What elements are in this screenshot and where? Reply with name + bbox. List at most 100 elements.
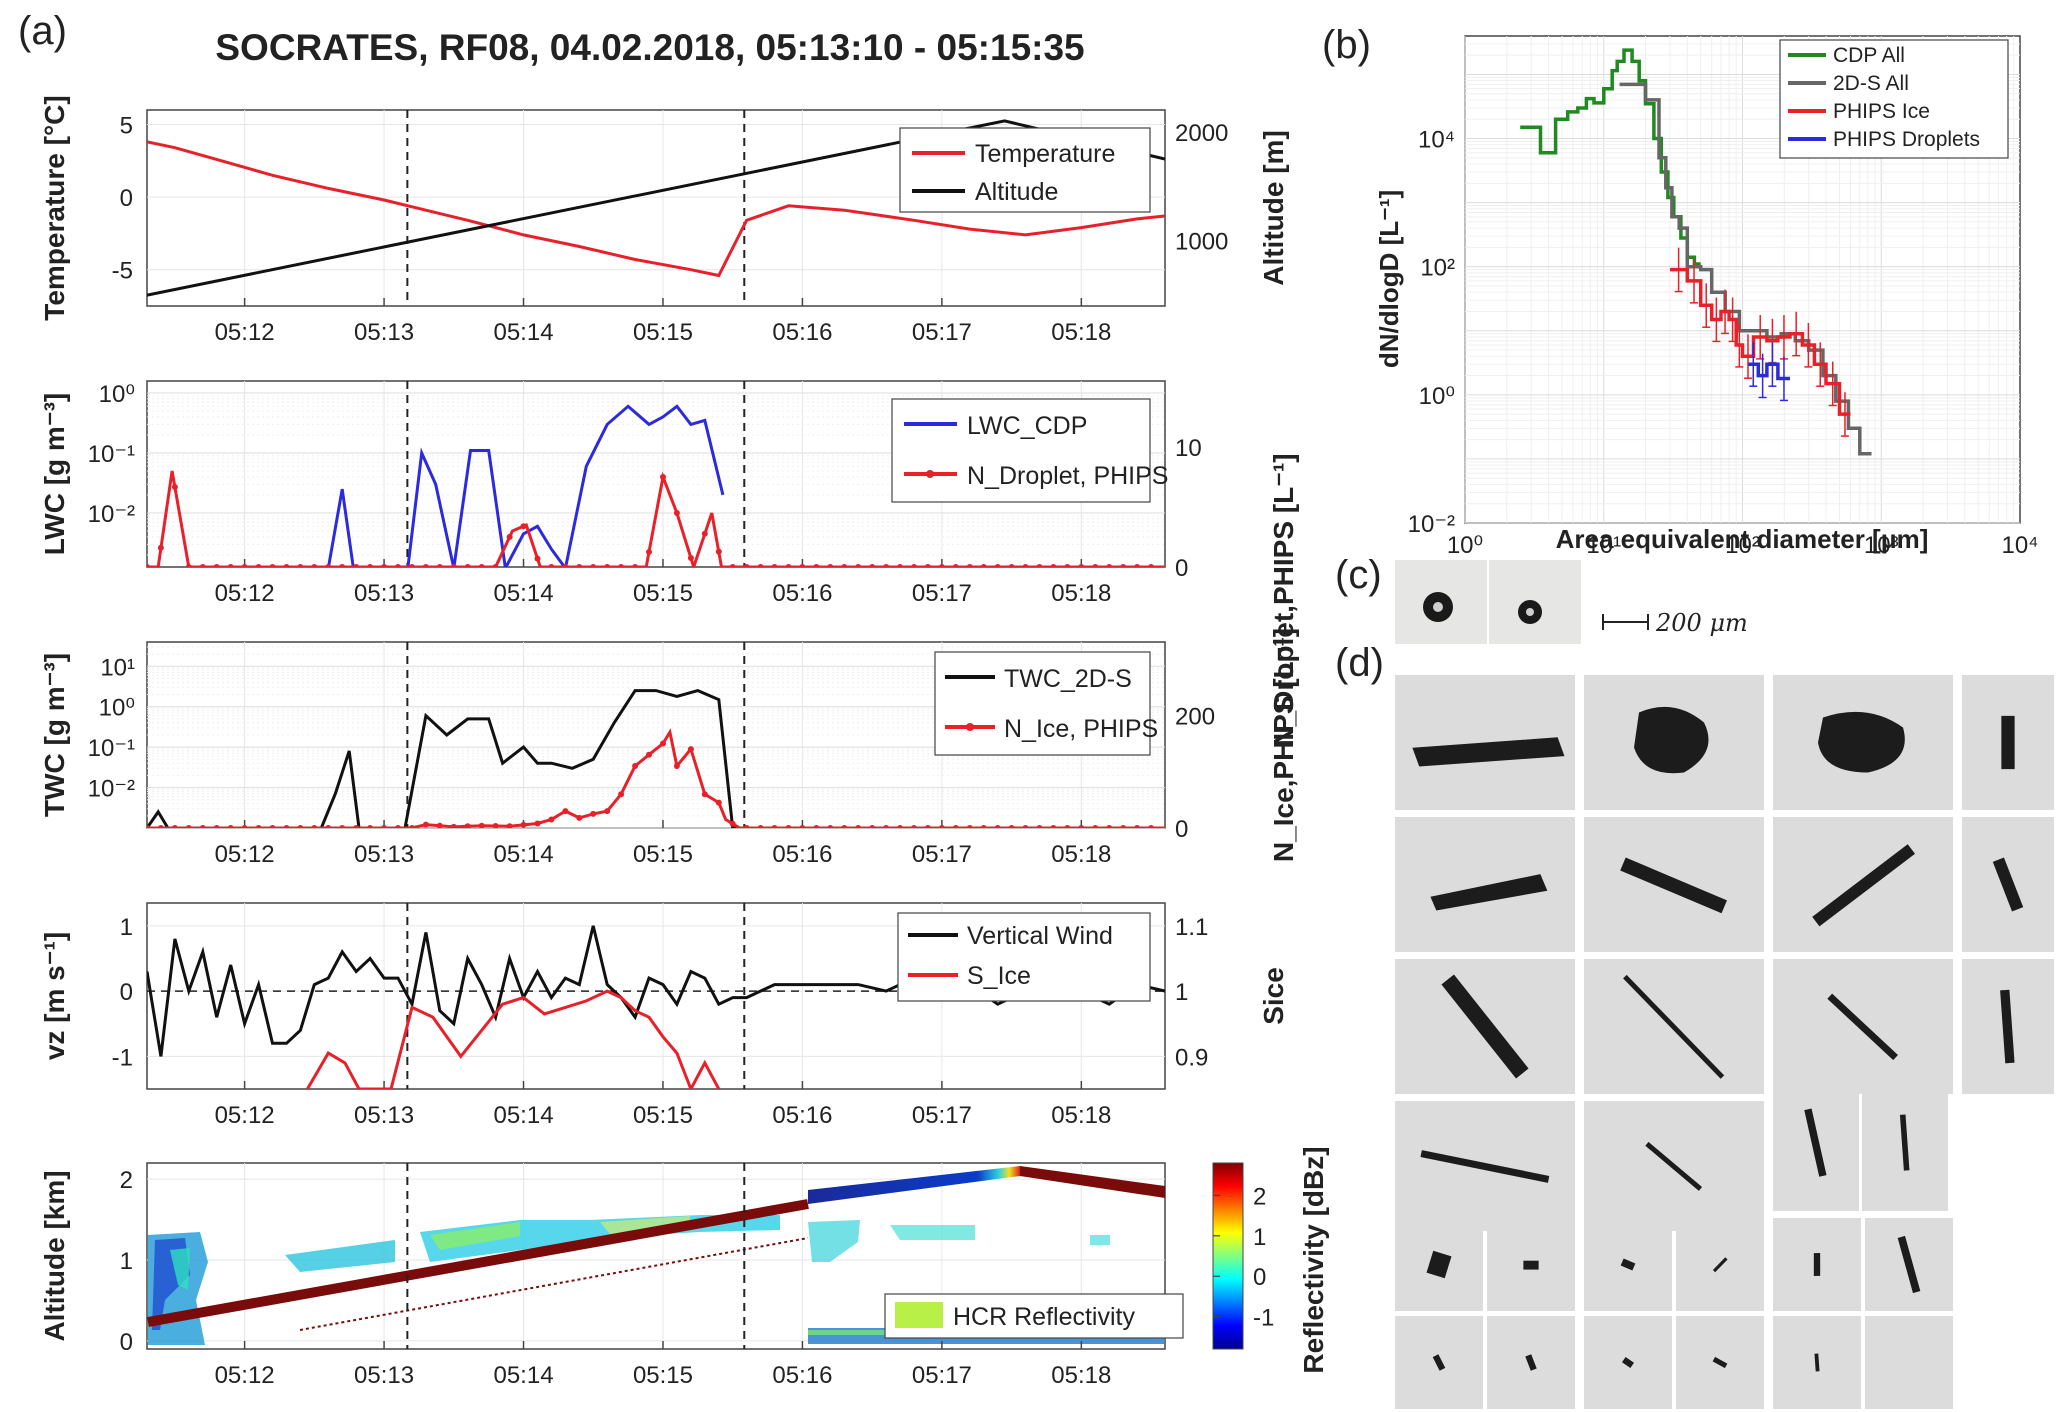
sice-y-label: Sice xyxy=(1258,967,1289,1025)
aircraft-track-shadow xyxy=(299,1237,809,1331)
x-tick-label: 05:15 xyxy=(633,1362,693,1389)
y-right-tick-label: 10 xyxy=(1175,435,1202,462)
series-marker xyxy=(869,564,876,567)
x-tick-label: 05:17 xyxy=(912,1102,972,1129)
y-right-tick-label: 1.1 xyxy=(1175,914,1208,941)
2ds-legend-label: 2D-S All xyxy=(1833,72,1909,95)
series-marker xyxy=(171,825,178,828)
x-tick-label: 05:12 xyxy=(215,319,275,346)
x-tick-label: 05:12 xyxy=(215,841,275,868)
vertical-wind-legend-box xyxy=(897,912,1151,1002)
series-marker xyxy=(147,825,150,828)
x-tick-label: 05:16 xyxy=(772,1362,832,1389)
ice-crystal-shape xyxy=(1812,844,1916,927)
series-line xyxy=(326,404,725,567)
y-tick-label: 10⁰ xyxy=(99,381,135,408)
series-marker xyxy=(436,564,443,567)
ice-crystal-shape xyxy=(1712,1257,1728,1273)
series-marker xyxy=(869,825,876,828)
ice-crystal-shape xyxy=(1426,1250,1452,1279)
series-marker xyxy=(1064,825,1071,828)
series-marker xyxy=(924,825,931,828)
altitude-legend-label: Altitude xyxy=(975,178,1058,206)
ice-crystal-shape xyxy=(1525,1354,1537,1371)
series-marker xyxy=(241,564,248,567)
series-marker xyxy=(911,564,917,567)
series-marker xyxy=(1022,825,1029,828)
series-marker xyxy=(367,825,374,828)
y-tick-label: 10⁻¹ xyxy=(88,735,135,762)
vertical-wind-y-label: vz [m s⁻¹] xyxy=(39,932,70,1060)
x-tick-label: 05:15 xyxy=(633,580,693,607)
vertical-wind-series xyxy=(147,925,1165,1089)
y-tick-label: 10¹ xyxy=(100,654,135,681)
reflectivity-colorbar: 2 1 0 -1 Reflectivity [dBz] xyxy=(1212,1146,1329,1374)
series-marker xyxy=(897,825,903,828)
series-line xyxy=(147,925,1165,1057)
droplet-legend-label: N_Droplet, PHIPS xyxy=(967,462,1168,490)
echo-region-6 xyxy=(430,1222,520,1250)
series-marker xyxy=(632,564,639,567)
x-tick-label: 05:14 xyxy=(493,580,553,607)
series-marker xyxy=(227,564,234,567)
y-tick-label: 10⁴ xyxy=(1418,127,1455,154)
series-marker xyxy=(855,825,862,828)
series-marker xyxy=(297,825,304,828)
x-tick-label: 05:17 xyxy=(912,841,972,868)
temperature-y-label: Temperature [°C] xyxy=(39,95,70,320)
series-marker xyxy=(771,825,778,828)
series-marker xyxy=(422,564,429,567)
echo-region-4 xyxy=(285,1240,395,1272)
y-tick-label: 10⁰ xyxy=(1419,383,1455,410)
x-tick-label: 05:14 xyxy=(493,1362,553,1389)
series-marker xyxy=(757,564,764,567)
droplet-2-center xyxy=(1526,608,1534,616)
twc-y-label: TWC [g m⁻³] xyxy=(39,653,70,817)
series-line xyxy=(306,989,721,1089)
y-tick-label: 5 xyxy=(120,113,133,140)
sice-legend-label: S_Ice xyxy=(967,962,1031,990)
temperature-period-lines xyxy=(406,110,746,306)
series-marker xyxy=(478,822,485,828)
size-distribution-x-label: Area equivalent diameter [μm] xyxy=(1556,524,1929,554)
ice-crystal-shape xyxy=(1412,737,1565,767)
series-marker xyxy=(562,564,569,567)
colorbar-ticks: 2 1 0 -1 xyxy=(1213,1183,1274,1332)
series-marker xyxy=(395,564,401,567)
size-distribution-y-label: dN/dlogD [L⁻¹] xyxy=(1374,190,1404,368)
x-tick-label: 05:17 xyxy=(912,1362,972,1389)
ice-crystal-shape xyxy=(1992,857,2024,912)
y-right-tick-label: 2000 xyxy=(1175,120,1228,147)
lwc-y-label: LWC [g m⁻³] xyxy=(39,393,70,556)
series-marker xyxy=(897,564,903,567)
twc-period-lines xyxy=(406,642,746,828)
x-tick-label: 05:12 xyxy=(215,1362,275,1389)
vertical-wind-period-lines xyxy=(406,903,746,1089)
aircraft-track-climb xyxy=(147,1199,809,1327)
y-tick-label: 10⁻² xyxy=(88,776,135,803)
series-marker xyxy=(1092,825,1099,828)
series-marker xyxy=(381,825,388,828)
series-marker xyxy=(980,564,987,567)
temperature-panel: 05:12 05:13 05:14 05:15 05:16 05:17 05:18 5 0 -5… xyxy=(39,95,1289,346)
series-marker xyxy=(255,825,262,828)
temperature-y-ticks: 5 0 -5 xyxy=(112,113,133,285)
x-tick-label: 05:12 xyxy=(215,580,275,607)
reflectivity-y-label: Altitude [km] xyxy=(39,1170,70,1341)
panel-letter-d: (d) xyxy=(1335,641,1384,685)
reflectivity-legend-label: HCR Reflectivity xyxy=(953,1303,1135,1331)
y-tick-label: 10⁰ xyxy=(99,695,135,722)
series-marker xyxy=(757,825,764,828)
series-marker xyxy=(1036,564,1043,567)
series-marker xyxy=(883,564,890,567)
series-marker xyxy=(1036,825,1043,828)
series-marker xyxy=(911,825,917,828)
series-marker xyxy=(673,763,680,769)
twc-legend-label: TWC_2D-S xyxy=(1004,665,1132,693)
series-marker xyxy=(409,564,415,567)
altitude-y-label: Altitude [m] xyxy=(1258,130,1289,286)
reflectivity-image xyxy=(147,1166,1165,1345)
x-tick-label: 05:17 xyxy=(912,580,972,607)
y-tick-label: 10² xyxy=(1420,255,1455,282)
